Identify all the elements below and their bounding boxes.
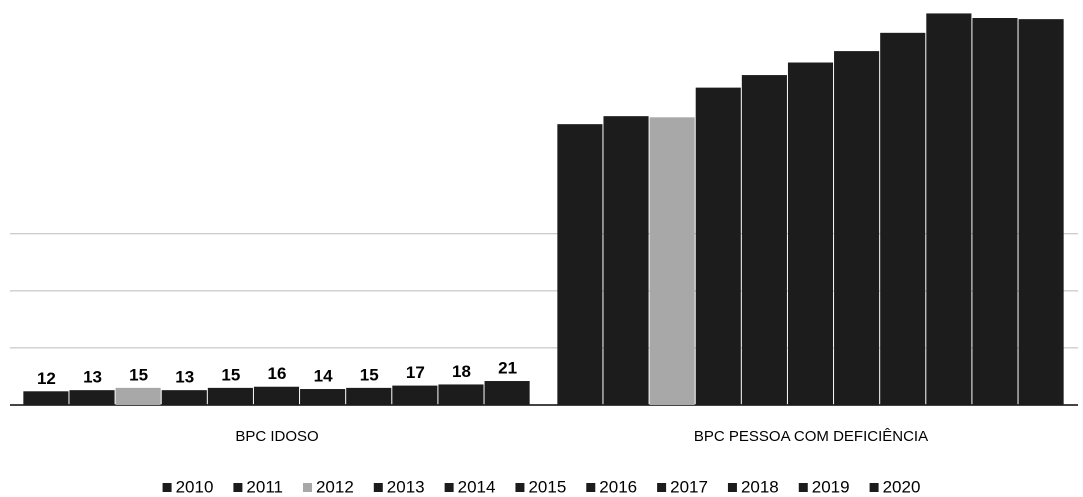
legend-label: 2016 [599, 477, 637, 496]
data-label: 16 [268, 364, 287, 383]
legend-swatch [586, 483, 596, 492]
bar [972, 17, 1018, 405]
data-label: 15 [360, 365, 379, 384]
bar [300, 389, 346, 405]
bar [438, 384, 484, 405]
legend-swatch [233, 483, 243, 492]
bar [787, 62, 834, 405]
legend-label: 2011 [246, 477, 283, 496]
legend-swatch [302, 483, 312, 492]
bar [23, 391, 69, 405]
legend-label: 2014 [458, 477, 496, 496]
legend-swatch [798, 483, 808, 492]
bar [695, 87, 741, 405]
legend-label: 2020 [883, 477, 921, 496]
bar [392, 385, 438, 405]
category-label: BPC PESSOA COM DEFICIÊNCIA [694, 428, 928, 445]
bar [649, 117, 695, 406]
legend-swatch [657, 483, 667, 492]
legend-label: 2015 [528, 477, 566, 496]
bar [834, 51, 880, 405]
legend-label: 2019 [812, 477, 850, 496]
data-label: 15 [221, 365, 240, 384]
data-label: 18 [452, 362, 471, 381]
legend-label: 2013 [387, 477, 425, 496]
data-label: 13 [175, 368, 194, 387]
data-label: 17 [406, 363, 425, 382]
legend-swatch [515, 483, 525, 492]
bar [603, 116, 649, 405]
legend-swatch [162, 483, 172, 492]
legend-swatch [444, 483, 454, 492]
bar [926, 13, 972, 405]
legend-label: 2012 [316, 477, 354, 496]
data-label: 21 [498, 359, 517, 378]
bar [253, 386, 300, 405]
bar [69, 390, 115, 405]
bar [207, 387, 253, 405]
bar [161, 390, 207, 405]
data-label: 13 [83, 368, 102, 387]
legend: 2010 2011 2012 2013 2014 2015 2016 2017 2018 2019… [162, 477, 921, 496]
legend-swatch [869, 483, 879, 492]
data-label: 15 [129, 365, 148, 384]
legend-label: 2017 [670, 477, 708, 496]
bar [557, 124, 603, 405]
data-label: 14 [314, 367, 333, 386]
bar [115, 387, 161, 405]
bar [741, 75, 787, 405]
legend-swatch [373, 483, 383, 492]
legend-label: 2018 [741, 477, 779, 496]
legend-swatch [727, 483, 737, 492]
category-label: BPC IDOSO [235, 428, 318, 445]
bar [484, 381, 530, 405]
bar [346, 387, 392, 405]
data-label: 12 [37, 369, 56, 388]
bar [880, 32, 926, 406]
legend-label: 2010 [176, 477, 214, 496]
bar [1018, 19, 1064, 406]
